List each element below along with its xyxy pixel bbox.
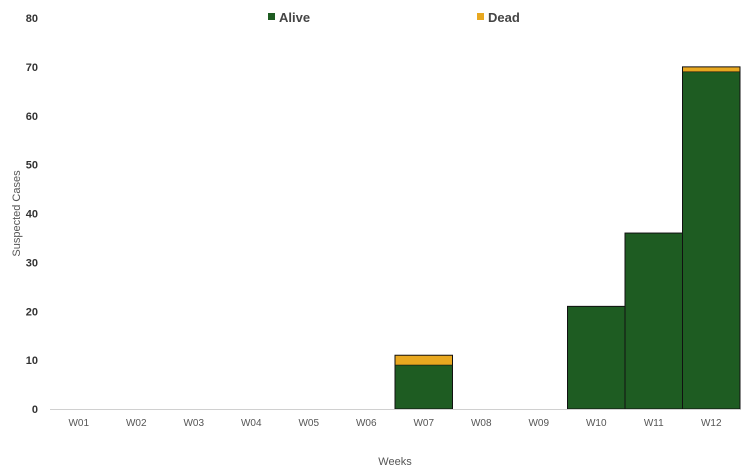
x-tick-label: W05 (298, 418, 319, 429)
bar-dead-w12 (682, 66, 740, 72)
legend-label-dead: Dead (488, 10, 520, 25)
y-tick-label: 0 (32, 404, 38, 416)
y-tick-label: 20 (26, 306, 38, 318)
x-axis-title: Weeks (378, 456, 412, 468)
bar-alive-w07 (395, 365, 453, 409)
x-tick-label: W02 (126, 418, 147, 429)
bars (394, 66, 741, 410)
x-tick-label: W12 (701, 418, 722, 429)
y-axis-ticks: 0 10 20 30 40 50 60 70 80 (26, 13, 38, 416)
legend-label-alive: Alive (279, 10, 310, 25)
legend: Alive Dead (268, 10, 520, 25)
bar-alive-w12 (682, 71, 740, 409)
bar-alive-w10 (567, 306, 625, 409)
x-tick-label: W10 (586, 418, 607, 429)
bar-dead-w07 (395, 355, 453, 366)
y-tick-label: 70 (26, 62, 38, 74)
x-tick-label: W01 (68, 418, 89, 429)
x-tick-label: W07 (413, 418, 434, 429)
y-tick-label: 40 (26, 209, 38, 221)
x-tick-label: W03 (183, 418, 204, 429)
y-axis-title: Suspected Cases (11, 170, 23, 257)
y-tick-label: 50 (26, 160, 38, 172)
y-tick-label: 80 (26, 13, 38, 25)
x-tick-label: W06 (356, 418, 377, 429)
y-tick-label: 60 (26, 111, 38, 123)
x-tick-label: W08 (471, 418, 492, 429)
x-tick-label: W04 (241, 418, 262, 429)
x-tick-label: W11 (644, 418, 664, 429)
bar-alive-w11 (625, 233, 683, 409)
y-tick-label: 30 (26, 257, 38, 269)
x-tick-label: W09 (528, 418, 549, 429)
legend-swatch-dead (477, 13, 484, 20)
legend-swatch-alive (268, 13, 275, 20)
y-tick-label: 10 (26, 355, 38, 367)
x-axis-ticks: W01 W02 W03 W04 W05 W06 W07 W08 W09 W10 W11 W12 (68, 418, 722, 429)
